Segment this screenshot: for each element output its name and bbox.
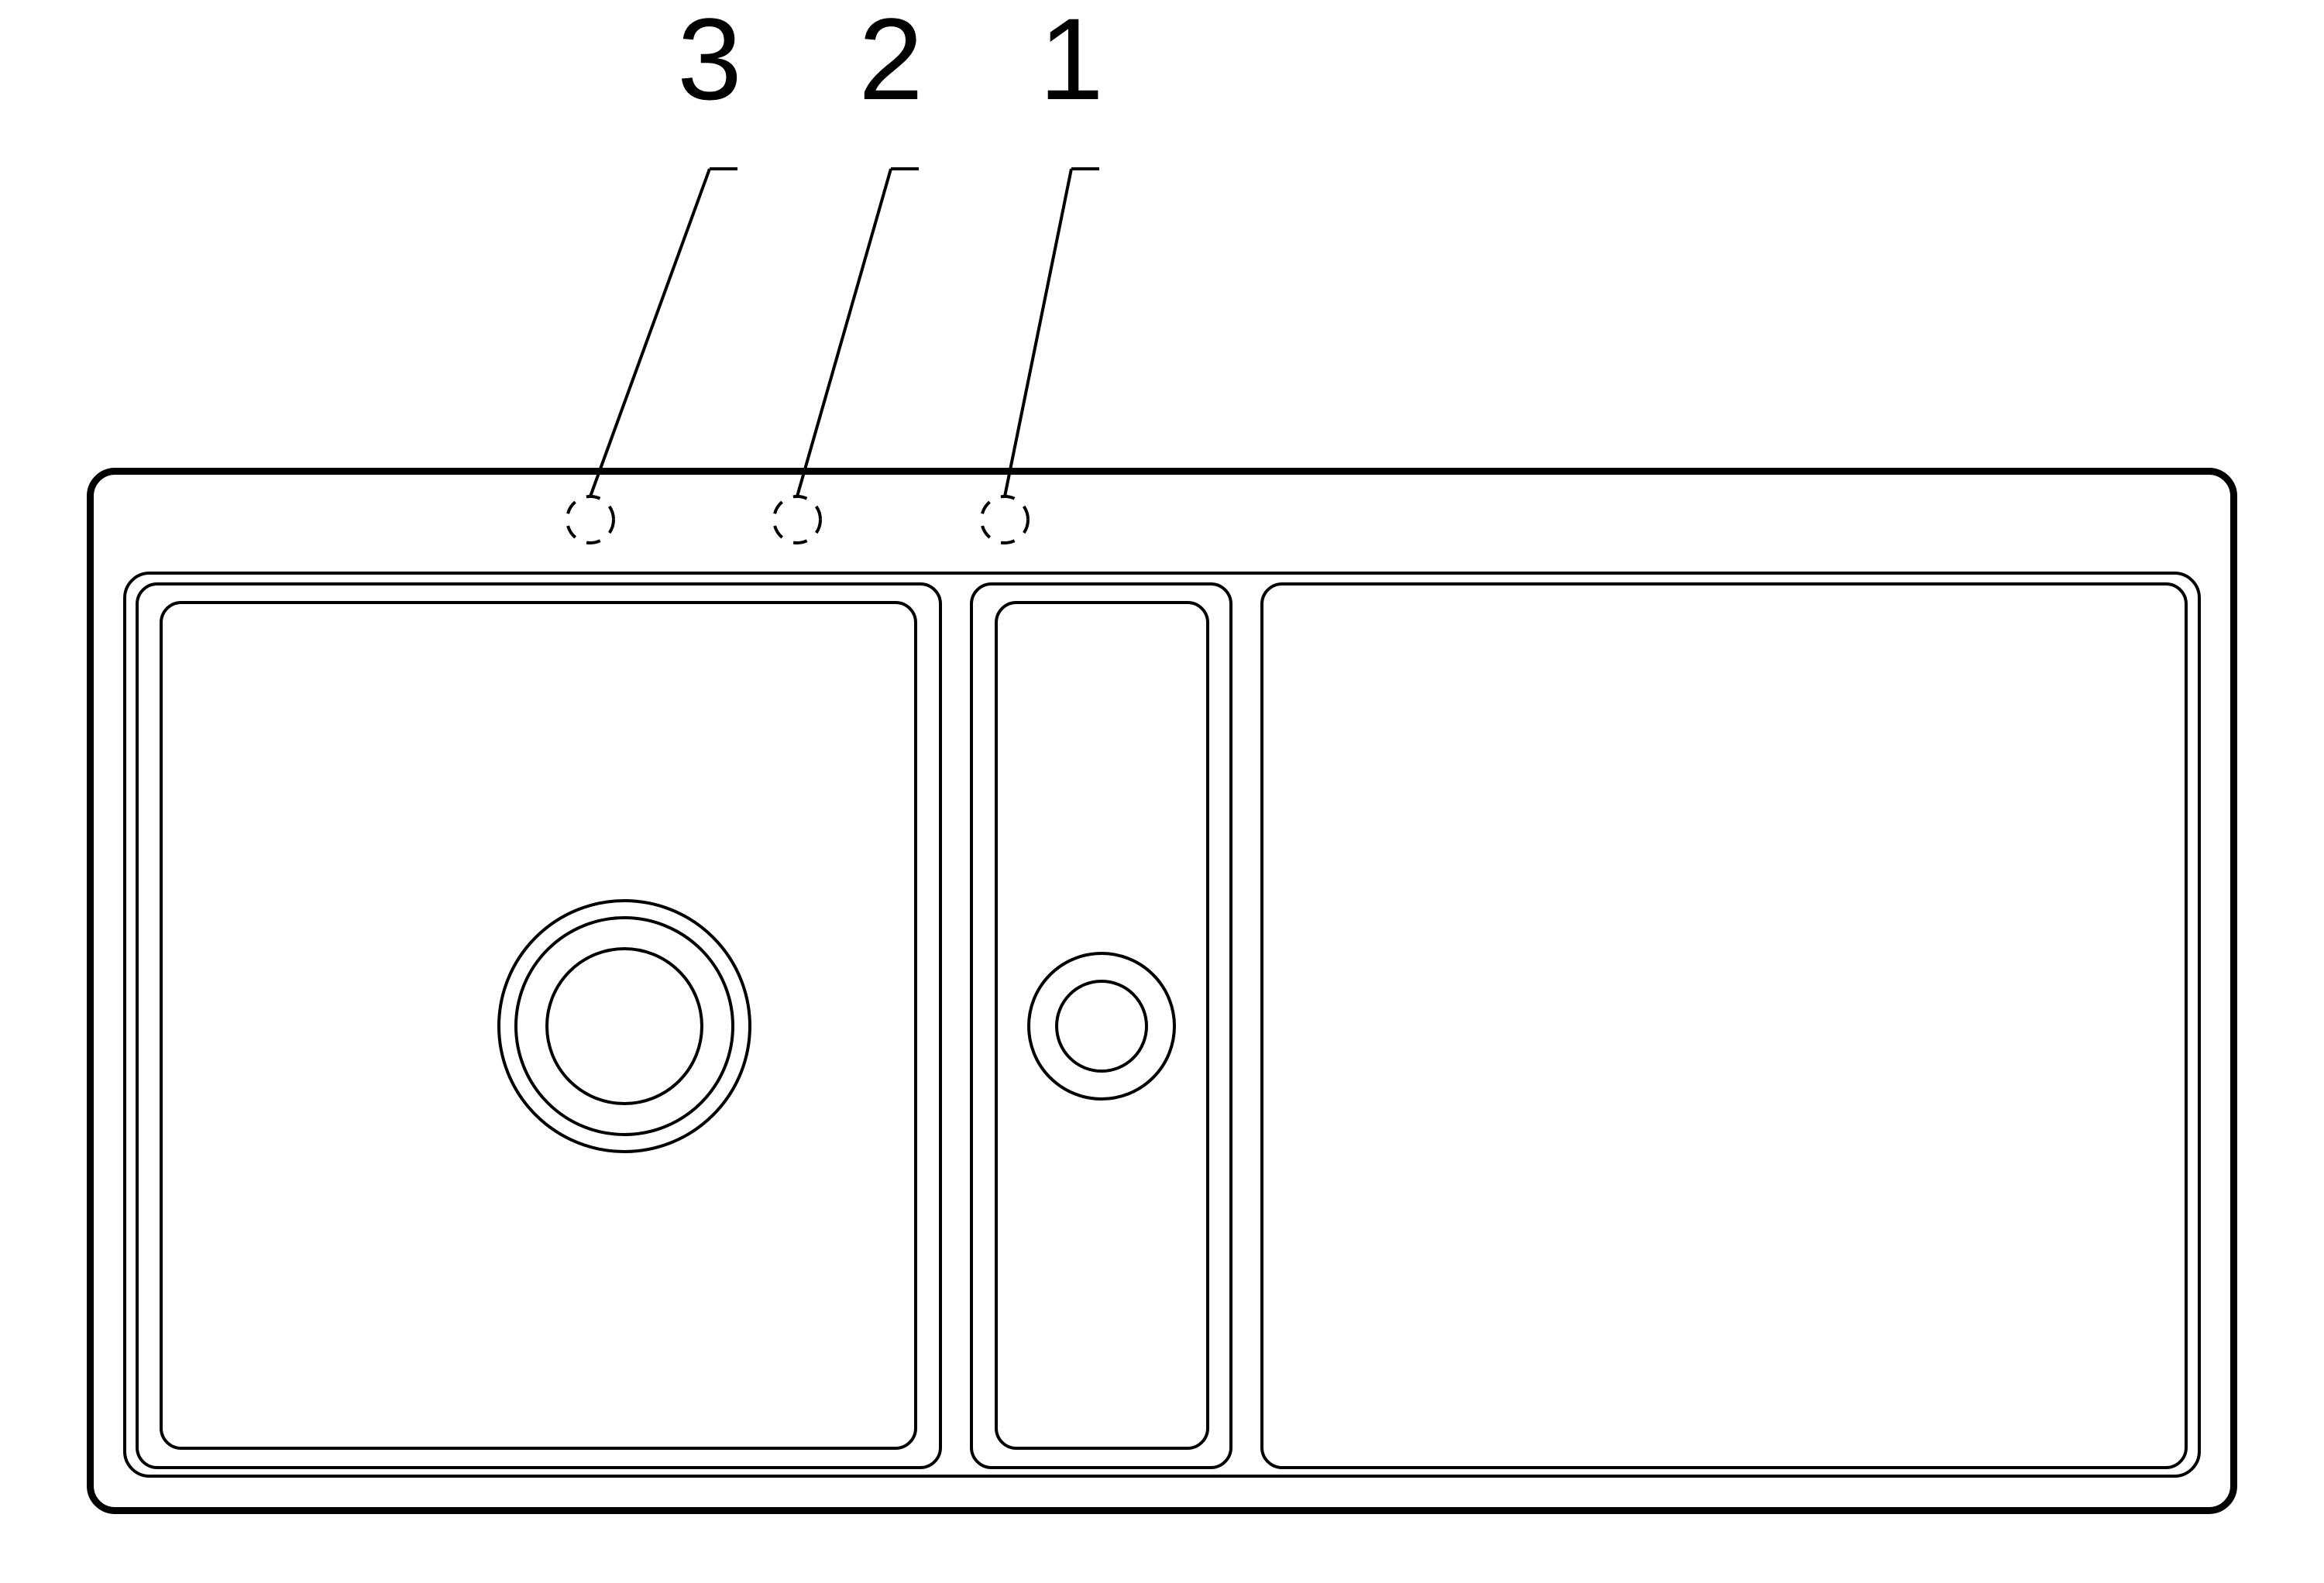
drainboard-panel xyxy=(1262,584,2186,1468)
tap-hole-2 xyxy=(774,496,820,543)
aux-drain-outer xyxy=(1029,953,1174,1099)
aux-drain-inner xyxy=(1057,981,1147,1071)
callout-label-1: 1 xyxy=(1039,0,1103,124)
callout-leader-2 xyxy=(797,169,891,496)
main-basin-inner xyxy=(161,603,916,1448)
aux-basin-outer xyxy=(971,584,1231,1468)
callout-leader-3 xyxy=(590,169,710,496)
callout-leader-1 xyxy=(1005,169,1071,496)
callout-label-2: 2 xyxy=(858,0,923,124)
main-basin-outer xyxy=(137,584,940,1468)
tap-hole-1 xyxy=(982,496,1028,543)
sink-outer-frame xyxy=(91,472,2234,1511)
callout-label-3: 3 xyxy=(677,0,741,124)
main-drain-outer xyxy=(499,901,750,1152)
sink-inner-rim xyxy=(125,573,2199,1476)
main-drain-inner xyxy=(547,949,702,1104)
tap-hole-3 xyxy=(567,496,614,543)
